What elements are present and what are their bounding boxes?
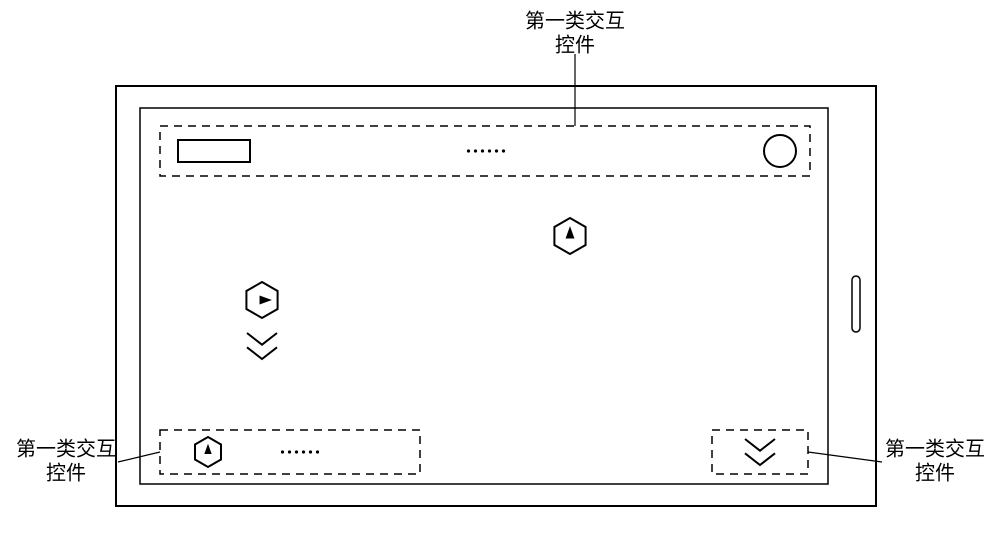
- device-side-button: [852, 276, 860, 332]
- leader-right: [808, 452, 882, 462]
- unit-right[interactable]: [246, 282, 277, 318]
- topbar-circle-button[interactable]: [764, 135, 796, 167]
- topbar-rect-button[interactable]: [178, 140, 250, 162]
- label-left-l2: 控件: [46, 461, 86, 484]
- label-right-l1: 第一类交互: [885, 437, 985, 460]
- region-bottom-right: [712, 430, 808, 474]
- bottomleft-hex-unit[interactable]: [195, 437, 221, 467]
- unit-up[interactable]: [554, 218, 585, 254]
- label-top-l1: 第一类交互: [525, 9, 625, 32]
- bottomright-chevron[interactable]: [745, 439, 775, 465]
- diagram-root: 第一类交互 控件 第一类交互 控件 第一类交互 控件: [0, 0, 1000, 547]
- device-screen: [140, 108, 828, 484]
- bottomleft-dots: [281, 450, 319, 453]
- label-left-l1: 第一类交互: [16, 437, 116, 460]
- topbar-dots: [467, 149, 505, 152]
- region-top-bar: [160, 126, 810, 176]
- leader-left: [118, 452, 160, 462]
- label-top-l2: 控件: [555, 33, 595, 56]
- chevron-mid[interactable]: [247, 333, 277, 359]
- device-outer: [116, 86, 876, 506]
- label-right-l2: 控件: [915, 461, 955, 484]
